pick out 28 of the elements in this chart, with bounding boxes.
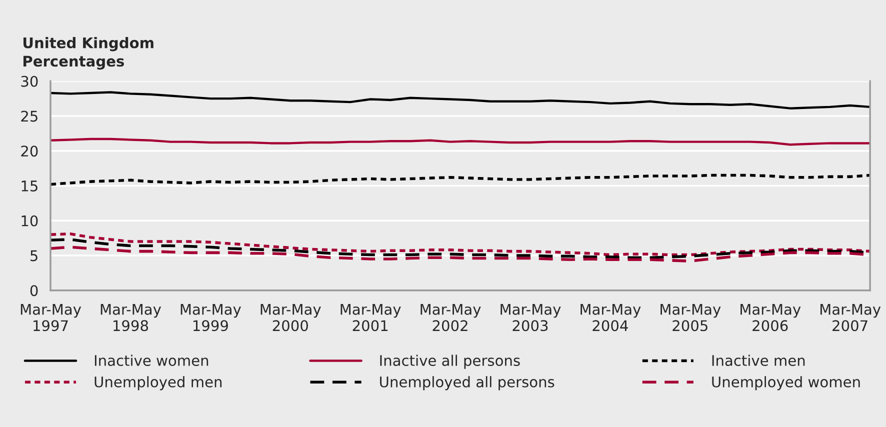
- x-tick-label: Mar-May 2004: [580, 304, 641, 332]
- x-tick-label: Mar-May 1999: [180, 304, 241, 332]
- y-tick-label: 5: [30, 250, 38, 262]
- y-tick-label: 20: [21, 146, 38, 157]
- y-tick-label: 15: [22, 180, 38, 192]
- y-tick-label: 10: [22, 215, 38, 226]
- y-tick-label: 25: [21, 110, 38, 122]
- y-tick-label: 0: [30, 285, 38, 296]
- legend-label: Inactive all persons: [380, 354, 520, 369]
- x-tick-label: Mar-May 2005: [660, 304, 721, 332]
- line-series: [50, 174, 870, 186]
- chart-title: United Kingdom: [23, 37, 154, 52]
- legend-label: Inactive men: [712, 354, 805, 366]
- x-tick-label: Mar-May 2000: [260, 304, 321, 332]
- x-tick-label: Mar-May 2002: [420, 304, 481, 332]
- legend-label: Unemployed women: [712, 376, 860, 390]
- y-axis-title: Percentages: [23, 56, 124, 70]
- x-tick-label: Mar-May 2007: [820, 304, 881, 332]
- legend-label: Unemployed men: [94, 376, 222, 390]
- x-tick-label: Mar-May 2001: [340, 304, 401, 332]
- line-series: [50, 91, 870, 110]
- legend-label: Unemployed all persons: [380, 376, 554, 390]
- x-tick-label: Mar-May 2003: [500, 304, 561, 332]
- legend-label: Inactive women: [94, 354, 208, 366]
- x-tick-label: Mar-May 2006: [740, 304, 801, 332]
- x-tick-label: Mar-May 1998: [100, 304, 162, 332]
- x-tick-label: Mar-May 1997: [20, 304, 82, 332]
- y-tick-label: 30: [21, 76, 38, 87]
